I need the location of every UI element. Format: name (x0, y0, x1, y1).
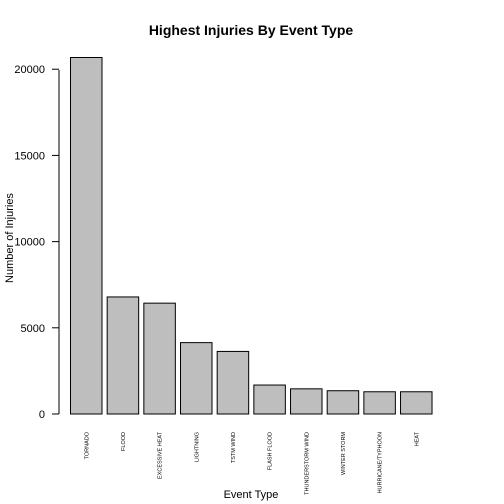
bar-thunderstorm-wind (290, 388, 323, 415)
y-axis-ticks: 0 5000 10000 15000 20000 (14, 64, 59, 421)
x-tick-label: TORNADO (84, 431, 90, 459)
x-tick-label: FLASH FLOOD (268, 432, 274, 470)
x-axis-label: Event Type (224, 489, 279, 501)
x-tick-label: EXCESSIVE HEAT (158, 431, 164, 479)
y-tick-label: 20000 (14, 64, 45, 76)
y-axis-label: Number of Injuries (4, 193, 16, 283)
y-tick-label: 10000 (14, 237, 45, 249)
x-tick-label: HURRICANE/TYPHOON (378, 432, 384, 493)
bar-flash-flood (253, 384, 286, 415)
chart-title: Highest Injuries By Event Type (149, 22, 354, 38)
bar-excessive-heat (143, 302, 176, 415)
x-tick-label: FLOOD (121, 432, 127, 451)
x-axis-category-labels: TORNADO FLOOD EXCESSIVE HEAT LIGHTNING TSTM … (84, 431, 420, 495)
bar-lightning (180, 342, 213, 415)
bar-tornado (70, 57, 103, 415)
bars-group (70, 57, 433, 415)
bar-tstm-wind (216, 350, 250, 415)
x-tick-label: WINTER STORM (341, 432, 347, 475)
bar-heat (400, 391, 433, 415)
x-tick-label: HEAT (414, 431, 420, 446)
bar-hurricane-typhoon (363, 391, 396, 415)
y-tick-label: 5000 (21, 323, 45, 335)
bar-flood (106, 296, 140, 415)
bar-winter-storm (326, 390, 360, 415)
x-tick-label: LIGHTNING (194, 432, 200, 462)
y-tick-label: 15000 (14, 150, 45, 162)
y-tick-label: 0 (39, 409, 45, 421)
x-tick-label: THUNDERSTORM WIND (304, 432, 310, 495)
x-tick-label: TSTM WIND (231, 432, 237, 463)
